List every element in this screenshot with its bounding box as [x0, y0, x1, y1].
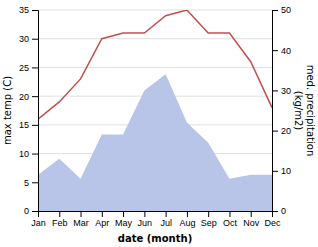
- tick-label: May: [115, 218, 133, 228]
- tick-mark: [187, 211, 188, 217]
- tick: Dec: [264, 211, 281, 228]
- tick-mark: [32, 10, 38, 11]
- tick-label: Apr: [95, 218, 109, 228]
- tick-mark: [32, 125, 38, 126]
- tick: 5: [24, 178, 38, 188]
- tick-mark: [272, 10, 278, 11]
- axis-line: [39, 212, 273, 218]
- tick: Jun: [138, 211, 153, 228]
- tick-label: Nov: [243, 218, 260, 228]
- tick-mark: [251, 211, 252, 217]
- tick: 25: [19, 63, 38, 73]
- tick-mark: [144, 211, 145, 217]
- tick: 30: [19, 34, 38, 44]
- tick-mark: [32, 39, 38, 40]
- tick-label: 20: [281, 126, 291, 136]
- tick: 40: [272, 46, 291, 56]
- tick-label: 10: [19, 149, 29, 159]
- tick-mark: [102, 211, 103, 217]
- tick-mark: [32, 182, 38, 183]
- axis-line: [32, 11, 39, 212]
- tick-label: 0: [281, 206, 286, 216]
- tick-mark: [32, 211, 38, 212]
- tick: Nov: [243, 211, 260, 228]
- tick: Sep: [201, 211, 217, 228]
- y-axis: 0 5 10 15 20 25 30 35: [19, 5, 39, 216]
- chart: JanFebMarAprMayJunJulAugSepOctNovDec0510…: [0, 0, 318, 247]
- tick-label: 10: [281, 166, 291, 176]
- tick-label: Aug: [179, 218, 195, 228]
- tick-mark: [32, 67, 38, 68]
- tick-mark: [32, 96, 38, 97]
- tick: 50: [272, 5, 291, 15]
- x-axis-title: date (month): [118, 233, 192, 244]
- tick-label: Oct: [223, 218, 238, 228]
- tick-label: Jul: [160, 218, 172, 228]
- tick-label: 50: [281, 5, 291, 15]
- tick-label: Feb: [52, 218, 68, 228]
- grid-line: [38, 10, 272, 11]
- tick: Apr: [95, 211, 109, 228]
- tick: Jan: [31, 211, 46, 228]
- tick-label: 30: [19, 34, 29, 44]
- tick-mark: [81, 211, 82, 217]
- grid-line: [38, 67, 272, 68]
- tick: 10: [272, 166, 291, 176]
- tick-label: 5: [24, 178, 29, 188]
- tick: 0: [272, 206, 286, 216]
- tick: 30: [272, 86, 291, 96]
- tick-mark: [272, 171, 278, 172]
- y-axis-title: max temp (C): [2, 76, 13, 145]
- tick-mark: [59, 211, 60, 217]
- tick: 15: [19, 120, 38, 130]
- tick-mark: [123, 211, 124, 217]
- tick-mark: [208, 211, 209, 217]
- tick-mark: [272, 50, 278, 51]
- y2-axis-title-line: (kg/m2): [293, 91, 304, 131]
- tick: May: [115, 211, 133, 228]
- tick-label: Dec: [264, 218, 281, 228]
- line: [38, 10, 272, 119]
- tick: 0: [24, 206, 38, 216]
- tick-label: 40: [281, 46, 291, 56]
- plot: JanFebMarAprMayJunJulAugSepOctNovDec0510…: [2, 5, 316, 244]
- grid-line: [38, 38, 272, 39]
- y2-axis: 0 10 20 30 40 50: [272, 5, 291, 216]
- tick-mark: [272, 90, 278, 91]
- y2-axis-title: med. precipitation(kg/m2): [293, 65, 316, 157]
- tick-label: Jan: [31, 218, 46, 228]
- tick: 35: [19, 5, 38, 15]
- tick: 20: [272, 126, 291, 136]
- tick-mark: [229, 211, 230, 217]
- tick: 20: [19, 92, 38, 102]
- tick: 10: [19, 149, 38, 159]
- axis-line: [273, 11, 279, 212]
- tick: Mar: [73, 211, 89, 228]
- tick-mark: [32, 154, 38, 155]
- tick-label: 0: [24, 206, 29, 216]
- x-axis: Jan Feb Mar Apr May Jun Jul Aug Sep Oct Nov Dec: [31, 211, 281, 228]
- tick: Aug: [179, 211, 195, 228]
- y2-axis-title-line: med. precipitation: [305, 65, 316, 157]
- area: [38, 74, 272, 211]
- tick-label: 25: [19, 63, 29, 73]
- tick-mark: [272, 131, 278, 132]
- tick-mark: [166, 211, 167, 217]
- grid: [38, 10, 272, 211]
- tick: Oct: [223, 211, 238, 228]
- tick: Jul: [160, 211, 172, 228]
- tick-label: Sep: [201, 218, 217, 228]
- tick-label: 35: [19, 5, 29, 15]
- tick-label: 20: [19, 92, 29, 102]
- tick-label: 30: [281, 86, 291, 96]
- marks: [38, 10, 272, 211]
- tick-label: 15: [19, 120, 29, 130]
- tick-mark: [272, 211, 278, 212]
- tick: Feb: [52, 211, 68, 228]
- tick-label: Jun: [138, 218, 153, 228]
- tick-label: Mar: [73, 218, 89, 228]
